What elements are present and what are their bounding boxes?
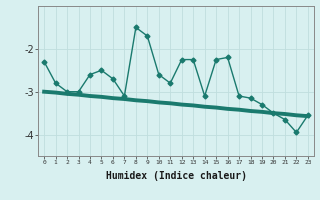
X-axis label: Humidex (Indice chaleur): Humidex (Indice chaleur) bbox=[106, 171, 246, 181]
